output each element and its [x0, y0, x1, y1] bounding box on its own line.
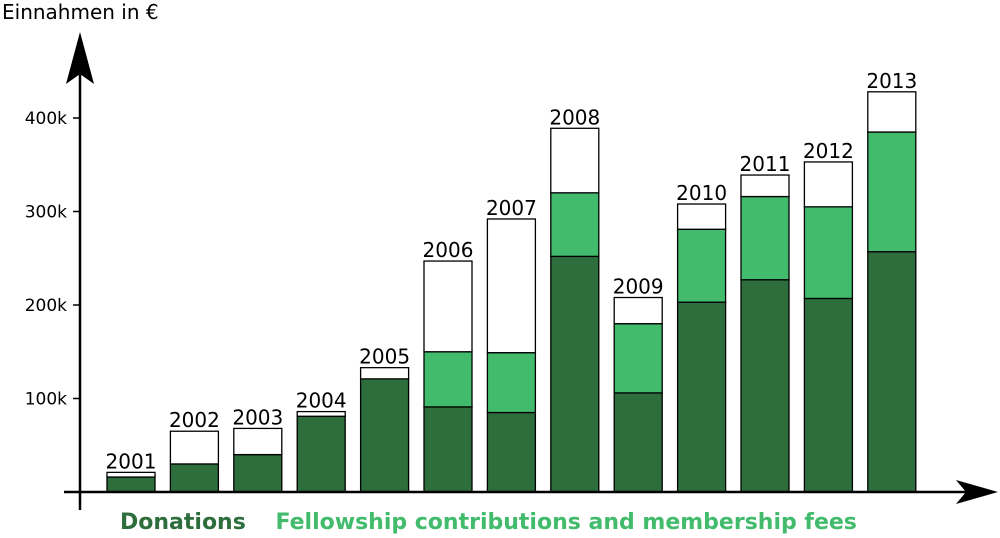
- year-label-2004: 2004: [296, 389, 347, 413]
- y-ticks: 100k 200k 300k 400k: [25, 109, 80, 410]
- axes: [64, 32, 998, 510]
- bar-segment-2001-0: [106, 476, 156, 493]
- bar-segment-2005-2: [359, 366, 410, 380]
- year-label-2010: 2010: [676, 181, 727, 205]
- year-label-2009: 2009: [613, 275, 664, 299]
- bar-segment-2009-0: [613, 392, 663, 493]
- bar-segment-2010-1: [676, 228, 727, 303]
- year-label-2008: 2008: [549, 105, 600, 129]
- year-label-2005: 2005: [359, 345, 410, 369]
- bar-segment-2011-2: [740, 174, 790, 198]
- legend: Donations Fellowship contributions and m…: [120, 510, 879, 535]
- legend-fellowship: Fellowship contributions and membership …: [275, 510, 857, 535]
- year-label-2012: 2012: [803, 139, 854, 163]
- bar-segment-2004-0: [296, 415, 346, 493]
- year-label-2013: 2013: [866, 69, 917, 93]
- bar-segment-2008-1: [550, 192, 600, 258]
- bar-segment-2010-0: [676, 301, 727, 493]
- bar-segment-2012-1: [803, 206, 854, 300]
- bar-segment-2007-0: [486, 411, 537, 493]
- y-axis-title: Einnahmen in €: [2, 0, 159, 24]
- bar-segment-2006-2: [423, 260, 473, 353]
- legend-donations: Donations: [120, 510, 246, 535]
- bar-segment-2007-1: [486, 352, 537, 414]
- bar-segment-2008-0: [550, 255, 600, 493]
- bars: 2001 2002 2003 2004 2005 2006 2007 2008 2009 2010…: [106, 69, 917, 493]
- bar-segment-2009-1: [613, 323, 663, 394]
- bar-segment-2010-2: [676, 203, 727, 230]
- bar-segment-2006-1: [423, 351, 473, 408]
- bar-segment-2009-2: [613, 296, 663, 325]
- year-label-2007: 2007: [486, 196, 537, 220]
- y-tick-label: 300k: [25, 203, 67, 223]
- year-label-2011: 2011: [740, 152, 791, 176]
- bar-segment-2002-2: [169, 430, 220, 465]
- bar-segment-2013-0: [867, 251, 917, 493]
- y-tick-label: 400k: [25, 109, 67, 129]
- bar-segment-2013-1: [867, 131, 917, 253]
- bar-segment-2004-2: [296, 410, 346, 417]
- bar-segment-2011-0: [740, 279, 790, 493]
- bar-segment-2005-0: [359, 378, 410, 493]
- y-tick-label: 100k: [25, 390, 67, 410]
- bar-segment-2003-2: [233, 427, 283, 456]
- bar-segment-2003-0: [233, 453, 283, 493]
- x-axis-arrowhead: [956, 480, 998, 504]
- bar-segment-2008-2: [550, 127, 600, 194]
- bar-segment-2007-2: [486, 218, 537, 354]
- bar-segment-2002-0: [169, 463, 220, 493]
- bar-segment-2011-1: [740, 195, 790, 281]
- y-axis-arrowhead: [66, 32, 94, 84]
- y-tick-label: 200k: [25, 296, 67, 316]
- bar-segment-2013-2: [867, 91, 917, 133]
- year-label-2003: 2003: [232, 405, 283, 429]
- bar-segment-2006-0: [423, 406, 473, 493]
- year-label-2006: 2006: [423, 238, 474, 262]
- bar-segment-2012-0: [803, 297, 854, 493]
- bar-segment-2001-2: [106, 471, 156, 478]
- year-label-2002: 2002: [169, 408, 220, 432]
- bar-segment-2012-2: [803, 161, 854, 208]
- year-label-2001: 2001: [106, 449, 157, 473]
